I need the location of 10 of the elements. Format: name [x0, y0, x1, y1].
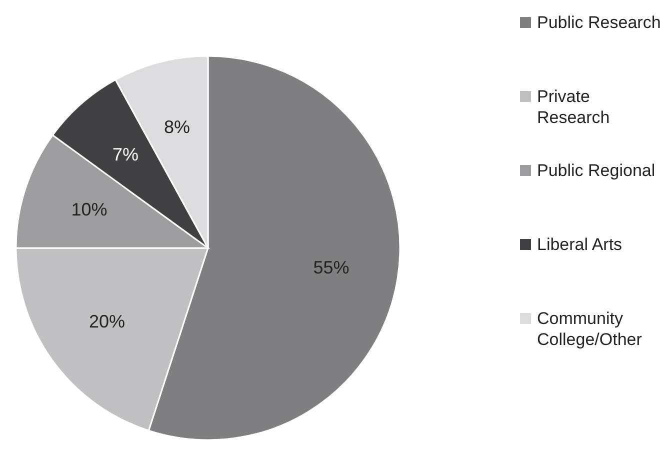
data-label: 55%: [313, 258, 350, 278]
data-label: 8%: [164, 117, 190, 138]
legend-label: Liberal Arts: [537, 234, 624, 255]
legend-label: Community College/Other: [537, 308, 643, 350]
data-label: 10%: [71, 199, 108, 220]
data-label: 20%: [89, 311, 126, 332]
legend-label: Public Research: [537, 12, 662, 33]
legend-label: Private Research: [537, 86, 611, 128]
legend-label: Public Regional: [537, 160, 656, 181]
data-label: 7%: [112, 144, 138, 164]
